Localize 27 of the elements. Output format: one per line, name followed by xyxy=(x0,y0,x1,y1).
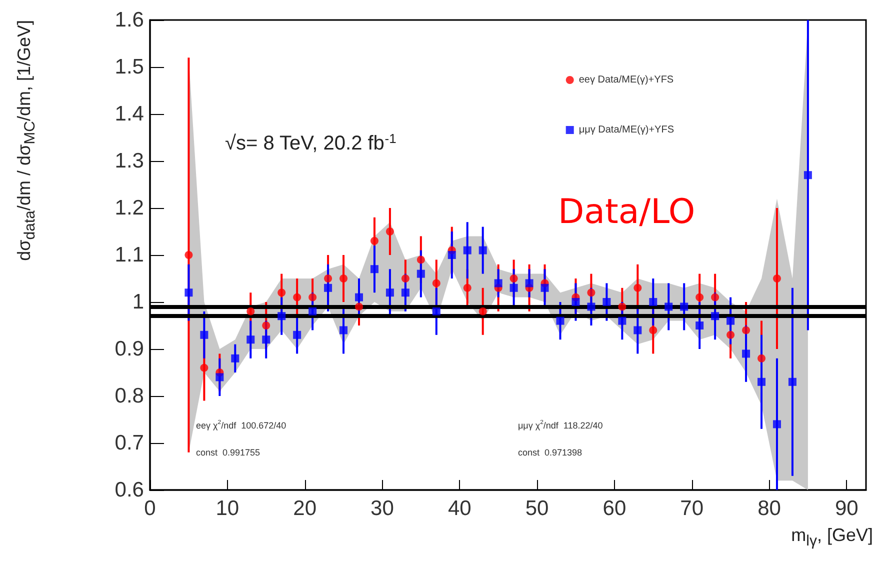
x-tick-label: 0 xyxy=(144,497,156,520)
x-tick-label: 60 xyxy=(602,497,626,520)
y-tick-label: 0.7 xyxy=(114,432,144,454)
x-tick-label: 20 xyxy=(293,497,316,520)
y-tick-label: 1.4 xyxy=(114,102,144,126)
y-tick-label: 1.2 xyxy=(114,196,144,220)
x-tick-label: 30 xyxy=(370,497,394,520)
x-tick-label: 40 xyxy=(448,497,472,520)
x-tick-label: 90 xyxy=(834,497,858,520)
x-tick-label: 10 xyxy=(216,497,240,520)
annotation: const 0.971398 xyxy=(518,448,582,458)
legend-label: μμγ Data/ME(γ)+YFS xyxy=(578,124,674,136)
y-tick-label: 1.6 xyxy=(114,8,144,32)
annotation: const 0.991755 xyxy=(196,448,260,458)
y-tick-label: 1.3 xyxy=(114,150,144,172)
x-axis-title: m$_{lγ}$, [GeV] xyxy=(791,525,873,550)
y-tick-label: 0.9 xyxy=(114,338,144,360)
y-tick-label: 0.8 xyxy=(114,384,144,408)
y-tick-label: 1 xyxy=(132,290,144,314)
y-tick-label: 1.1 xyxy=(114,244,144,266)
legend-label: eeγ Data/ME(γ)+YFS xyxy=(578,74,674,86)
annotation: Data/LO xyxy=(558,192,696,232)
y-tick-label: 1.5 xyxy=(114,56,144,78)
x-tick-label: 50 xyxy=(525,497,549,520)
x-tick-label: 70 xyxy=(680,497,704,520)
y-tick-label: 0.6 xyxy=(114,478,144,502)
x-tick-label: 80 xyxy=(758,497,781,520)
